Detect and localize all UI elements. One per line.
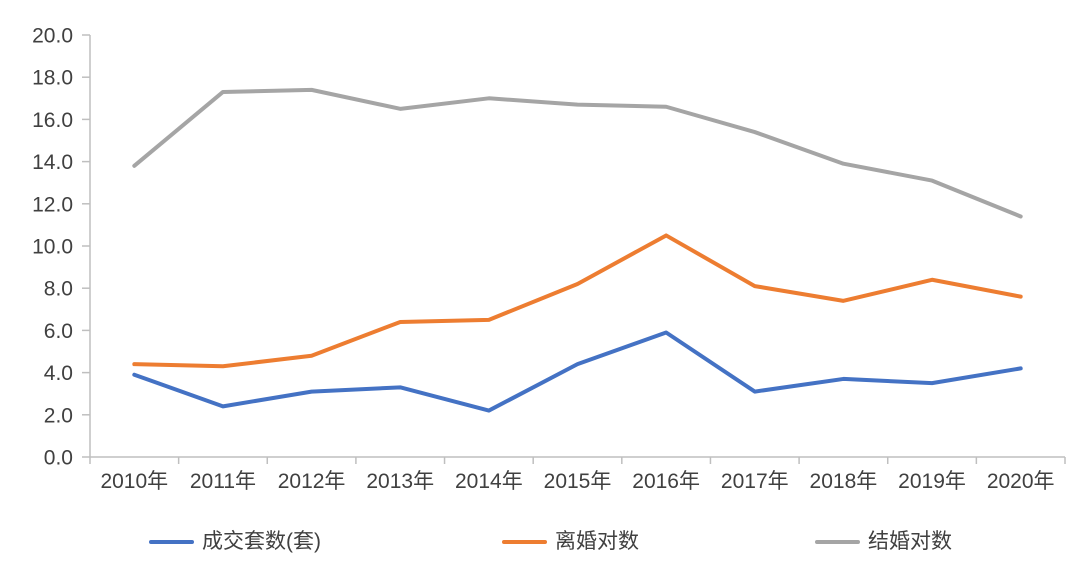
y-tick-label: 2.0 xyxy=(44,404,73,427)
y-tick-label: 10.0 xyxy=(32,236,73,259)
legend-item-transactions: 成交套数(套) xyxy=(149,529,321,555)
x-tick-label: 2015年 xyxy=(544,470,612,493)
x-tick-label: 2016年 xyxy=(632,470,700,493)
legend-line-sample-divorces xyxy=(502,540,547,544)
x-tick-label: 2014年 xyxy=(455,470,523,493)
y-tick-label: 12.0 xyxy=(32,193,73,216)
x-tick-label: 2012年 xyxy=(278,470,346,493)
legend-line-sample-transactions xyxy=(149,540,194,544)
plot-area: 0.0 2.0 4.0 6.0 8.0 10.0 12.0 14.0 16.0 18.0 20.0 2… xyxy=(32,25,1066,493)
y-tick-label: 14.0 xyxy=(32,151,73,174)
y-tick-label: 16.0 xyxy=(32,109,73,132)
legend-label-divorces: 离婚对数 xyxy=(555,530,639,553)
x-tick-label: 2017年 xyxy=(721,470,789,493)
y-tick-label: 20.0 xyxy=(32,25,73,48)
series-line-divorces xyxy=(132,233,1023,369)
y-tick-label: 0.0 xyxy=(44,447,73,470)
x-tick-label: 2020年 xyxy=(987,470,1055,493)
series-line-marriages xyxy=(132,87,1023,219)
x-tick-label: 2013年 xyxy=(366,470,434,493)
y-tick-label: 18.0 xyxy=(32,67,73,90)
y-tick-label: 8.0 xyxy=(44,278,73,301)
y-tick-label: 6.0 xyxy=(44,320,73,343)
legend-item-marriages: 结婚对数 xyxy=(815,529,952,555)
legend-line-sample-marriages xyxy=(815,540,860,544)
x-tick-label: 2010年 xyxy=(100,470,168,493)
x-tick-label: 2019年 xyxy=(898,470,966,493)
y-tick-label: 4.0 xyxy=(44,362,73,385)
x-tick-label: 2018年 xyxy=(810,470,878,493)
series-line-transactions xyxy=(132,330,1023,413)
x-tick-label: 2011年 xyxy=(190,470,256,493)
legend-label-transactions: 成交套数(套) xyxy=(202,530,321,553)
legend-label-marriages: 结婚对数 xyxy=(868,530,952,553)
legend-item-divorces: 离婚对数 xyxy=(502,529,639,555)
